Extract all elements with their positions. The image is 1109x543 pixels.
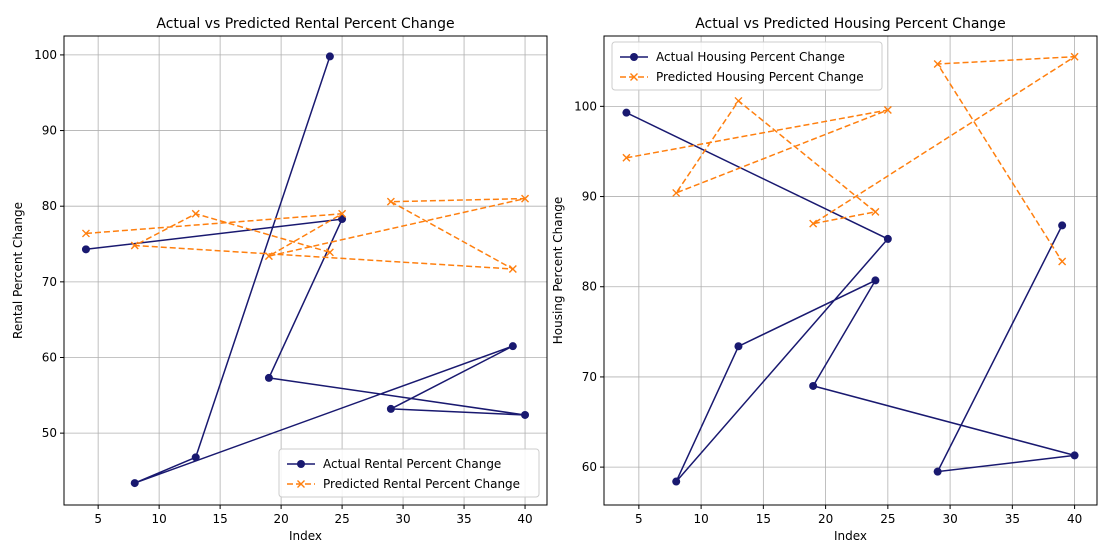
data-point [672,188,681,197]
data-point [622,108,631,117]
data-point [622,153,631,162]
y-tick-label: 80 [42,199,57,213]
x-tick-label: 35 [456,512,471,526]
legend-label: Actual Housing Percent Change [656,50,845,64]
data-point [933,467,942,476]
data-point [871,276,880,285]
x-tick-label: 15 [212,512,227,526]
data-point [1070,52,1079,61]
data-point [508,264,517,273]
data-point [734,96,743,105]
x-tick-label: 15 [756,512,771,526]
data-point [325,248,334,257]
data-point [883,105,892,114]
data-point [883,234,892,243]
y-tick-label: 90 [582,190,597,204]
series-line-2 [626,55,1078,262]
x-tick-label: 30 [942,512,957,526]
legend: Actual Housing Percent Change Predicted H… [611,41,883,91]
data-point [191,453,200,462]
data-point [933,59,942,68]
data-point [521,194,530,203]
y-tick-label: 70 [582,370,597,384]
x-tick-label: 10 [693,512,708,526]
y-tick-label: 60 [582,460,597,474]
data-point [81,229,90,238]
data-point [130,241,139,250]
data-point [386,404,395,413]
data-point [1058,221,1067,230]
x-tick-label: 20 [273,512,288,526]
x-tick-label: 25 [334,512,349,526]
y-axis-label: Rental Percent Change [11,202,25,339]
y-tick-label: 50 [42,426,57,440]
x-tick-label: 10 [151,512,166,526]
x-tick-label: 20 [818,512,833,526]
legend-box [278,448,540,498]
data-point [386,197,395,206]
x-tick-label: 5 [94,512,102,526]
legend: Actual Rental Percent Change Predicted Re… [278,448,540,498]
x-tick-label: 35 [1005,512,1020,526]
x-axis-label: Index [289,529,322,543]
data-point [734,342,743,351]
axes-frame [603,35,1098,506]
data-point [508,342,517,351]
legend-marker [297,480,305,488]
legend-label: Predicted Rental Percent Change [323,477,520,491]
data-point [81,245,90,254]
data-point [338,215,347,224]
data-point [264,252,273,261]
data-point [1058,257,1067,266]
x-tick-label: 40 [1067,512,1082,526]
legend-box [611,41,883,91]
chart-panel-2: Actual vs Predicted Housing Percent Chan… [551,16,1098,543]
chart-panel-1: Actual vs Predicted Rental Percent Chang… [11,16,548,543]
x-tick-label: 25 [880,512,895,526]
data-point [809,219,818,228]
y-tick-label: 100 [34,48,57,62]
x-tick-label: 30 [395,512,410,526]
axes-frame [63,35,548,506]
data-point [521,410,530,419]
legend-label: Predicted Housing Percent Change [656,70,864,84]
y-tick-label: 80 [582,280,597,294]
data-point [809,381,818,390]
chart-title: Actual vs Predicted Housing Percent Chan… [695,16,1006,32]
data-point [130,479,139,488]
data-point [191,209,200,218]
legend-marker [630,53,638,61]
chart-title: Actual vs Predicted Rental Percent Chang… [156,16,454,32]
data-point [672,477,681,486]
x-tick-label: 40 [517,512,532,526]
y-tick-label: 100 [574,99,597,113]
data-point [264,373,273,382]
x-tick-label: 5 [635,512,643,526]
y-tick-label: 60 [42,350,57,364]
data-point [325,52,334,61]
y-tick-label: 70 [42,275,57,289]
series-line-2 [85,197,526,270]
legend-marker [630,73,638,81]
series-line-1 [85,56,526,484]
y-axis-label: Housing Percent Change [551,197,565,345]
data-point [338,209,347,218]
legend-marker [297,460,305,468]
data-point [871,207,880,216]
legend-label: Actual Rental Percent Change [323,457,501,471]
y-tick-label: 90 [42,124,57,138]
data-point [1070,451,1079,460]
x-axis-label: Index [834,529,867,543]
